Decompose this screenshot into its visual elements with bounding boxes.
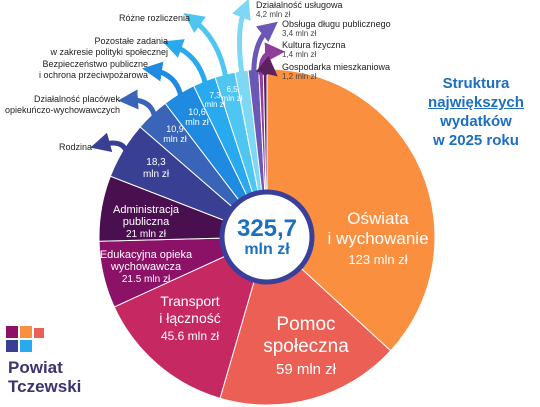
arrow-obsluga-dlugu-publicznego bbox=[251, 21, 278, 77]
callout-label-obsluga-dlugu-publicznego: Obsługa długu publicznego bbox=[282, 19, 391, 29]
callout-label-gospodarka-mieszkaniowa: Gospodarka mieszkaniowa bbox=[282, 62, 390, 72]
callout-label-dzialalnosc-uslugowa: Działalność usługowa bbox=[256, 0, 343, 10]
callout-value-kultura-fizyczna: 1,4 mln zł bbox=[282, 50, 316, 59]
callout-label-rozne-rozliczenia: Różne rozliczenia bbox=[119, 13, 190, 23]
slice-value-oswiata-i-wychowanie: 123 mln zł bbox=[348, 252, 407, 267]
arrow-pozostale-zadania-w-zakresie-polityki-spolecznej bbox=[162, 39, 209, 88]
slice-label-pomoc-spoleczna: Pomoc bbox=[276, 314, 335, 335]
center-total-value: 325,7 bbox=[237, 215, 297, 242]
slice-label-transport-i-lacznosc: i łączność bbox=[159, 310, 220, 326]
callout-label-bezpieczenstwo-publiczne-i-ochrona-przeciwpozarowa: Bezpieczeństwo publiczne bbox=[42, 59, 148, 69]
callout-label-dzialalnosc-placowek-opiekunczo-wychowawczych: Działalność placówek bbox=[34, 94, 121, 104]
slice-value-edukacyjna-opieka-wychowawcza: 21.5 mln zł bbox=[122, 274, 171, 285]
slice-value-pozostale-zadania-w-zakresie-polityki-spolecznej: 7,3 bbox=[209, 91, 221, 100]
side-title-line4: w 2025 roku bbox=[433, 132, 519, 149]
slice-value-pomoc-spoleczna: 59 mln zł bbox=[276, 361, 337, 378]
logo-line2: Tczewski bbox=[8, 377, 82, 396]
slice-value-unit-rodzina: mln zł bbox=[143, 169, 170, 180]
arrow-dzialalnosc-placowek-opiekunczo-wychowawczych bbox=[118, 89, 158, 120]
callout-label-dzialalnosc-placowek-opiekunczo-wychowawczych: opiekuńczo-wychowawczych bbox=[5, 105, 120, 115]
slice-label-edukacyjna-opieka-wychowawcza: Edukacyjna opieka bbox=[100, 249, 193, 261]
side-title: Struktura największych wydatków w 2025 r… bbox=[412, 74, 540, 150]
logo-line1: Powiat bbox=[8, 358, 63, 377]
logo-text: Powiat Tczewski bbox=[8, 358, 81, 396]
callout-label-kultura-fizyczna: Kultura fizyczna bbox=[282, 40, 346, 50]
slice-value-unit-bezpieczenstwo-publiczne-i-ochrona-przeciwpozarowa: mln zł bbox=[185, 117, 209, 127]
callout-label-rodzina: Rodzina bbox=[59, 142, 92, 152]
callout-label-pozostale-zadania-w-zakresie-polityki-spolecznej: Pozostałe zadania bbox=[94, 36, 168, 46]
callout-value-obsluga-dlugu-publicznego: 3,4 mln zł bbox=[282, 29, 316, 38]
arrow-gospodarka-mieszkaniowa bbox=[255, 55, 278, 77]
slice-value-administracja-publiczna: 21 mln zł bbox=[126, 229, 167, 240]
slice-label-transport-i-lacznosc: Transport bbox=[160, 293, 220, 309]
powiat-logo-icon bbox=[6, 326, 44, 352]
side-title-line2: największych bbox=[428, 94, 524, 111]
center-total-unit: mln zł bbox=[244, 241, 290, 258]
slice-label-oswiata-i-wychowanie: i wychowanie bbox=[327, 229, 428, 248]
arrow-rodzina bbox=[90, 132, 130, 155]
side-title-line3: wydatków bbox=[440, 113, 512, 130]
slice-label-oswiata-i-wychowanie: Oświata bbox=[347, 209, 409, 228]
slice-value-unit-rozne-rozliczenia: mln zł bbox=[222, 94, 243, 103]
slice-label-administracja-publiczna: Administracja bbox=[113, 204, 180, 216]
slice-value-rozne-rozliczenia: 6,5 bbox=[226, 85, 238, 94]
callout-arrows bbox=[90, 0, 285, 155]
callout-value-dzialalnosc-uslugowa: 4,2 mln zł bbox=[256, 10, 290, 19]
slice-value-dzialalnosc-placowek-opiekunczo-wychowawczych: 10,9 bbox=[166, 124, 184, 134]
slice-value-rodzina: 18,3 bbox=[146, 157, 166, 168]
callout-label-bezpieczenstwo-publiczne-i-ochrona-przeciwpozarowa: i ochrona przeciwpożarowa bbox=[39, 70, 148, 80]
arrow-bezpieczenstwo-publiczne-i-ochrona-przeciwpozarowa bbox=[142, 61, 184, 100]
slice-label-edukacyjna-opieka-wychowawcza: wychowawcza bbox=[110, 261, 182, 273]
side-title-line1: Struktura bbox=[442, 75, 510, 92]
slice-value-unit-dzialalnosc-placowek-opiekunczo-wychowawczych: mln zł bbox=[163, 134, 187, 144]
center-circle bbox=[219, 189, 315, 285]
slice-value-unit-pozostale-zadania-w-zakresie-polityki-spolecznej: mln zł bbox=[205, 100, 226, 109]
arrow-dzialalnosc-uslugowa bbox=[231, 0, 251, 78]
callout-value-gospodarka-mieszkaniowa: 1,2 mln zł bbox=[282, 72, 316, 81]
callout-label-pozostale-zadania-w-zakresie-polityki-spolecznej: w zakresie polityki społecznej bbox=[49, 47, 168, 57]
slice-label-pomoc-spoleczna: społeczna bbox=[263, 336, 349, 357]
arrow-rozne-rozliczenia bbox=[183, 13, 229, 81]
slice-label-administracja-publiczna: publiczna bbox=[123, 216, 170, 228]
slice-value-bezpieczenstwo-publiczne-i-ochrona-przeciwpozarowa: 10,6 bbox=[188, 107, 206, 117]
slice-value-transport-i-lacznosc: 45.6 mln zł bbox=[161, 329, 219, 343]
